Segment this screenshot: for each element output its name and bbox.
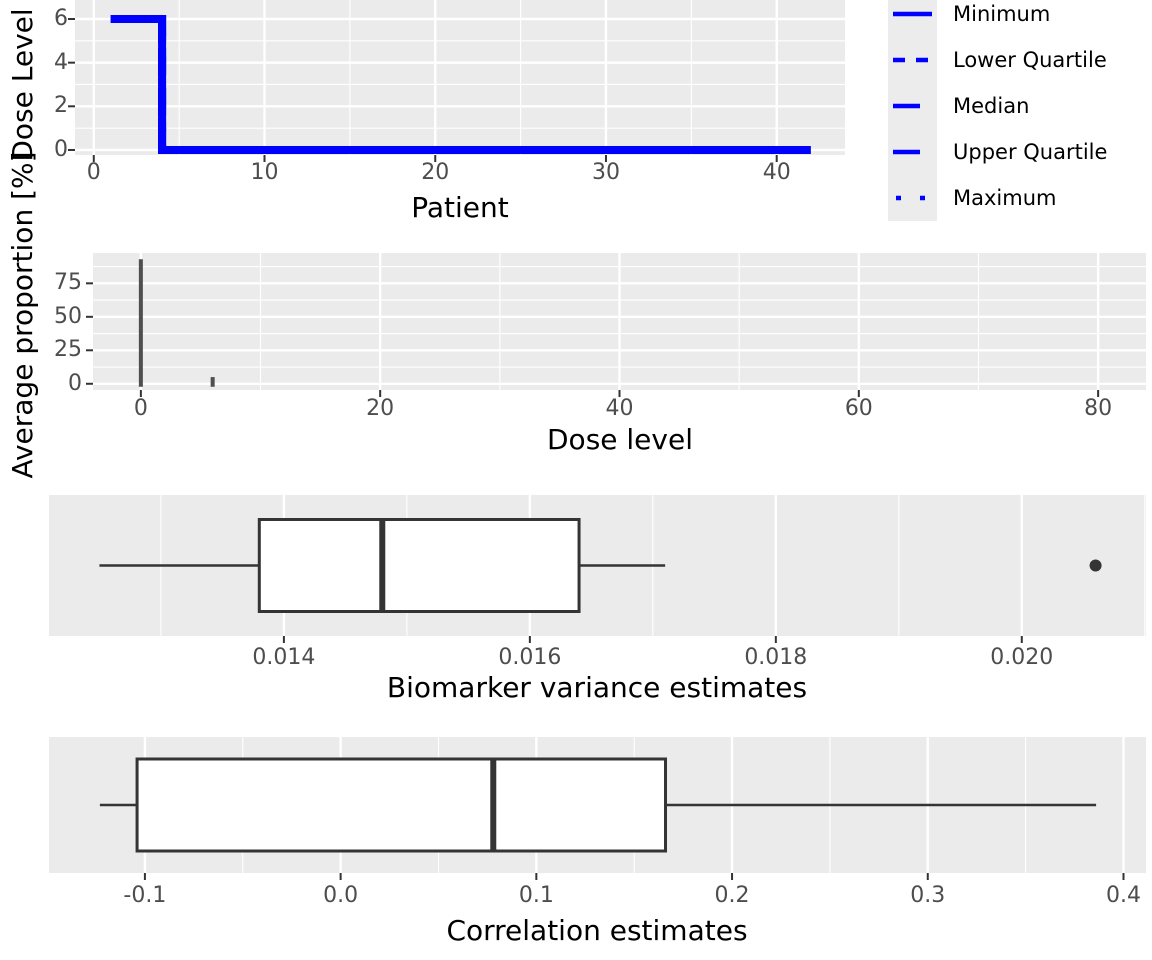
x-tick-label: 20 [421,160,450,185]
legend-label-median: Median [953,94,1030,118]
legend-key-maximum-line-icon [888,175,937,225]
y-tick-label: 6 [54,5,68,31]
x-tick-label: 20 [366,396,395,421]
y-tick-label: 50 [54,303,82,329]
y-tick-label: 0 [68,370,82,396]
y-tick-label: 0 [54,136,68,162]
x-tick-label: 30 [591,160,620,185]
y-tick-label: 75 [54,270,82,296]
x-axis-title-biomarker-variance: Biomarker variance estimates [386,671,808,704]
x-tick-label: 80 [1084,396,1113,421]
x-tick-label: 60 [844,396,873,421]
y-tick-label: 25 [54,337,82,363]
x-axis-title-dose-level: Dose level [547,423,693,456]
x-tick-label: 0.2 [714,883,750,908]
legend-key-lower-quartile-line-icon [888,37,937,87]
x-tick-label: -0.1 [123,883,167,908]
legend-key-background [888,0,937,221]
x-tick-label: 0.0 [323,883,359,908]
y-tick-label: 2 [54,93,68,119]
x-tick-label: 0.016 [498,645,562,670]
legend-label-minimum: Minimum [953,2,1051,26]
x-tick-label: 0.3 [910,883,946,908]
legend-label-lower-quartile: Lower Quartile [953,48,1107,72]
x-tick-label: 40 [605,396,634,421]
x-tick-label: 40 [762,160,791,185]
x-tick-label: 0.018 [744,645,808,670]
legend-key-minimum-line-icon [888,0,937,41]
x-axis-title-correlation: Correlation estimates [446,914,748,947]
x-tick-label: 0.1 [518,883,554,908]
y-axis-title-average-proportion: Average proportion [%] [6,151,39,479]
legend-key-upper-quartile-line-icon [888,129,937,179]
legend-label-maximum: Maximum [953,186,1057,210]
x-tick-label: 0.020 [990,645,1054,670]
x-tick-label: 0 [133,396,148,421]
x-tick-label: 0 [86,160,101,185]
legend-key-median-line-icon [888,83,937,133]
x-tick-label: 10 [250,160,279,185]
x-axis-title-patient: Patient [411,191,509,224]
x-tick-label: 0.4 [1105,883,1141,908]
legend-label-upper-quartile: Upper Quartile [953,140,1108,164]
x-tick-label: 0.014 [252,645,316,670]
y-tick-label: 4 [54,49,68,75]
